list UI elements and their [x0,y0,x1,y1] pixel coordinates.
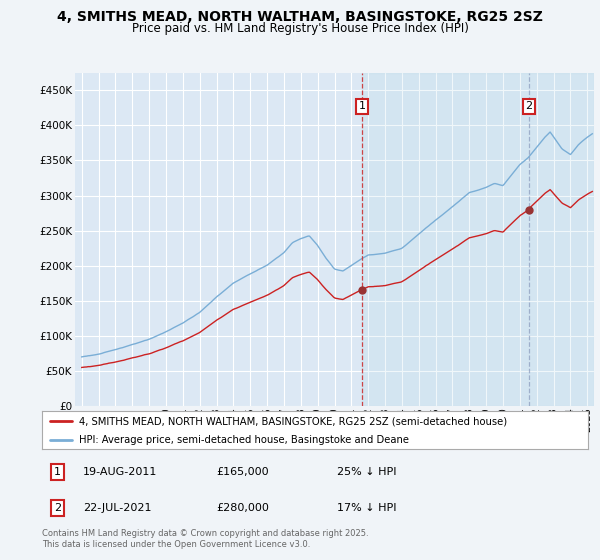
Text: 1: 1 [54,467,61,477]
Text: 4, SMITHS MEAD, NORTH WALTHAM, BASINGSTOKE, RG25 2SZ (semi-detached house): 4, SMITHS MEAD, NORTH WALTHAM, BASINGSTO… [79,416,507,426]
Text: 19-AUG-2011: 19-AUG-2011 [83,467,157,477]
Text: 17% ↓ HPI: 17% ↓ HPI [337,503,397,513]
Text: HPI: Average price, semi-detached house, Basingstoke and Deane: HPI: Average price, semi-detached house,… [79,435,409,445]
Text: 1: 1 [358,101,365,111]
Text: 25% ↓ HPI: 25% ↓ HPI [337,467,397,477]
Text: 2: 2 [526,101,533,111]
Bar [362,73,594,406]
Text: £280,000: £280,000 [217,503,269,513]
Text: 22-JUL-2021: 22-JUL-2021 [83,503,151,513]
Text: 2: 2 [54,503,61,513]
Text: Price paid vs. HM Land Registry's House Price Index (HPI): Price paid vs. HM Land Registry's House … [131,22,469,35]
Text: £165,000: £165,000 [217,467,269,477]
Text: Contains HM Land Registry data © Crown copyright and database right 2025.
This d: Contains HM Land Registry data © Crown c… [42,529,368,549]
Text: 4, SMITHS MEAD, NORTH WALTHAM, BASINGSTOKE, RG25 2SZ: 4, SMITHS MEAD, NORTH WALTHAM, BASINGSTO… [57,10,543,24]
